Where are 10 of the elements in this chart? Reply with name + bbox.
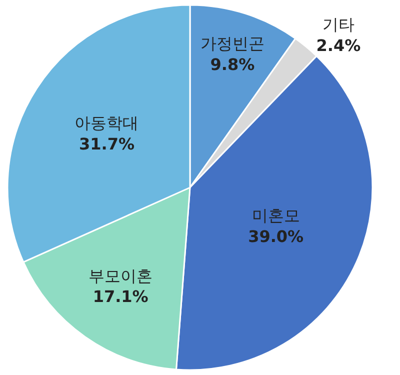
slice-label: 아동학대 [74,114,139,133]
data-label: 17.1% [92,287,148,306]
slice-label: 가정빈곤 [200,34,264,54]
slice-label: 부모이혼 [88,266,153,286]
slice-label: 미혼모 [252,206,300,226]
data-label: 9.8% [210,54,255,74]
slice-label: 기타 [322,15,354,34]
data-label: 2.4% [316,36,361,55]
data-label: 31.7% [78,134,134,154]
data-label: 39.0% [248,226,304,246]
